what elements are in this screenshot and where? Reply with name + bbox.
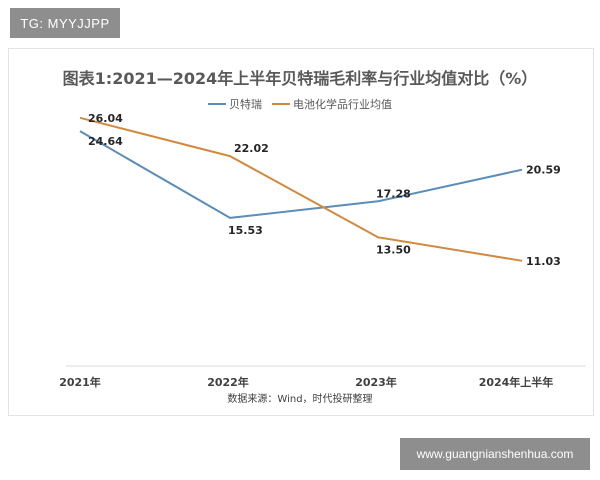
data-label-s2-2: 22.02 [234, 142, 269, 155]
watermark-bottom-right: www.guangnianshenhua.com [400, 438, 590, 470]
data-label-s2-1: 26.04 [88, 112, 123, 125]
chart-source: 数据来源：Wind，时代投研整理 [227, 392, 372, 405]
legend-label-1: 贝特瑞 [229, 97, 262, 111]
x-tick-labels: 2021年 2022年 2023年 2024年上半年 [59, 375, 553, 389]
data-label-s1-1: 24.64 [88, 135, 123, 148]
data-label-s2-3: 13.50 [376, 243, 411, 256]
legend: 贝特瑞 电池化学品行业均值 [208, 97, 392, 111]
legend-label-2: 电池化学品行业均值 [293, 97, 392, 111]
chart-frame [8, 48, 594, 416]
x-tick-label-4: 2024年上半年 [479, 375, 554, 389]
data-label-s1-3: 17.28 [376, 187, 411, 200]
x-tick-label-1: 2021年 [59, 375, 101, 389]
data-label-s1-4: 20.59 [526, 164, 561, 177]
data-label-s2-4: 11.03 [526, 255, 561, 268]
data-label-s1-2: 15.53 [228, 224, 263, 237]
x-tick-label-3: 2023年 [355, 375, 397, 389]
series-layer: 24.64 15.53 17.28 20.59 26.04 22.02 13.50 11.03 [79, 112, 561, 268]
series-line-1 [79, 130, 523, 219]
chart-title: 图表1:2021—2024年上半年贝特瑞毛利率与行业均值对比（%） [63, 69, 538, 88]
series-line-2 [79, 116, 523, 262]
watermark-top-left: TG: MYYJJPP [10, 8, 120, 38]
x-tick-label-2: 2022年 [207, 375, 249, 389]
